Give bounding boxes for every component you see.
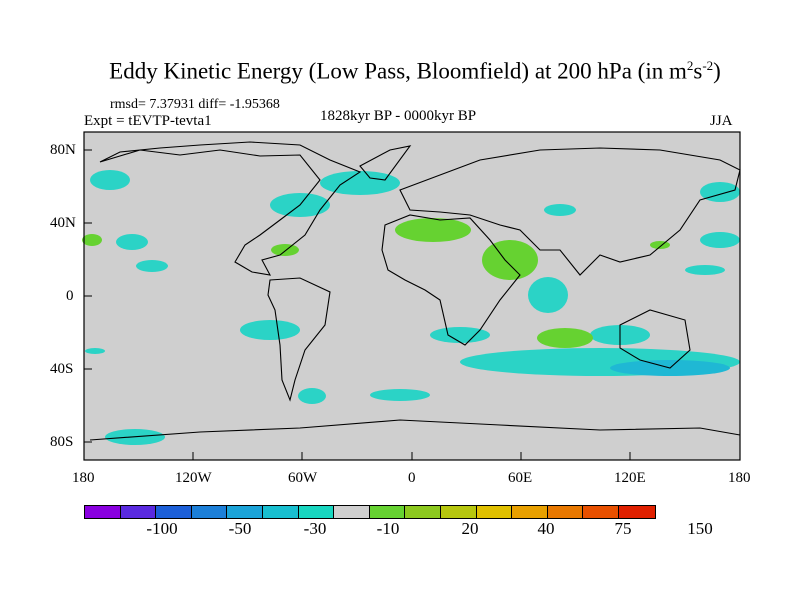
contour-neg	[544, 204, 576, 216]
contour-neg	[298, 388, 326, 404]
lat-tick-label: 0	[66, 288, 74, 304]
contour-pos	[537, 328, 593, 348]
colorbar-swatch	[227, 506, 263, 518]
colorbar-swatch	[156, 506, 192, 518]
lon-tick-label: 180	[72, 470, 95, 486]
tick-marks	[83, 149, 741, 460]
contour-pos	[650, 241, 670, 249]
contour-neg	[85, 348, 105, 354]
south-america	[267, 277, 331, 402]
contour-neg	[320, 171, 400, 195]
lon-tick-label: 60W	[288, 470, 318, 486]
colorbar-label: -10	[376, 519, 400, 538]
contour-pos	[395, 218, 471, 242]
lon-tick-label: 120W	[175, 470, 212, 486]
contour-neg	[370, 389, 430, 401]
stats-text: rmsd= 7.37931 diff= -1.95368	[110, 97, 280, 112]
colorbar-swatch	[85, 506, 121, 518]
colorbar-swatch	[120, 506, 157, 518]
colorbar-label: -30	[303, 519, 327, 538]
chart-title: Eddy Kinetic Energy (Low Pass, Bloomfiel…	[109, 58, 721, 84]
contour-neg	[240, 320, 300, 340]
contour-neg	[685, 265, 725, 275]
contour-neg	[136, 260, 168, 272]
colorbar-label: -100	[146, 519, 178, 538]
colorbar-label: 150	[687, 519, 713, 538]
colorbar-swatch	[334, 506, 370, 518]
contour-neg	[700, 182, 740, 202]
coastlines	[89, 141, 741, 441]
map-background	[84, 132, 740, 460]
north-america	[99, 141, 362, 276]
contour-pos	[482, 240, 538, 280]
period-label: 1828kyr BP - 0000kyr BP	[320, 108, 477, 124]
contour-neg	[430, 327, 490, 343]
antarctica	[89, 419, 741, 441]
season-label: JJA	[710, 113, 733, 129]
lat-tick-label: 80N	[50, 142, 76, 158]
colorbar-swatch	[512, 506, 548, 518]
greenland	[359, 145, 412, 181]
contour-neg	[116, 234, 148, 250]
colorbar-swatch	[476, 506, 513, 518]
australia	[619, 309, 691, 369]
colorbar-swatch	[547, 506, 584, 518]
colorbar-swatch	[369, 506, 406, 518]
colorbar-swatch	[191, 506, 228, 518]
colorbar	[84, 505, 656, 519]
contour-neg	[700, 232, 740, 248]
colorbar-swatch	[298, 506, 335, 518]
contour-neg	[90, 170, 130, 190]
lon-tick-label: 180	[728, 470, 751, 486]
contour-pos	[82, 234, 102, 246]
colorbar-label: 20	[461, 519, 479, 538]
lat-tick-label: 40N	[50, 215, 76, 231]
lon-tick-label: 0	[408, 470, 416, 486]
africa	[381, 214, 521, 346]
colorbar-swatch	[583, 506, 619, 518]
colorbar-label: 40	[537, 519, 555, 538]
colorbar-swatch	[440, 506, 477, 518]
colorbar-swatch	[262, 506, 299, 518]
eurasia	[399, 147, 741, 276]
experiment-label: Expt = tEVTP-tevta1	[84, 113, 212, 129]
contour-pos	[271, 244, 299, 256]
colorbar-label: -50	[228, 519, 252, 538]
lon-tick-label: 120E	[614, 470, 646, 486]
contour-neg	[528, 277, 568, 313]
colorbar-swatch	[405, 506, 441, 518]
lat-tick-label: 40S	[50, 361, 74, 377]
colorbar-swatch	[618, 506, 655, 518]
lat-tick-label: 80S	[50, 434, 74, 450]
lon-tick-label: 60E	[508, 470, 533, 486]
colorbar-label: 75	[614, 519, 632, 538]
